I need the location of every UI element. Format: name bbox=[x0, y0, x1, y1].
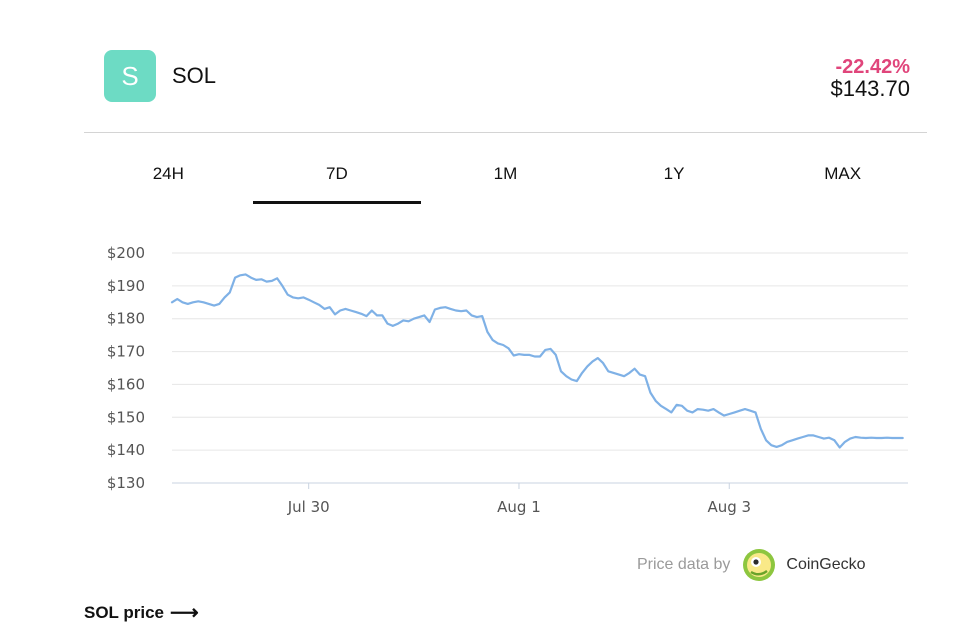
y-tick-label: $200 bbox=[107, 244, 145, 262]
sol-price-link-label: SOL price bbox=[84, 602, 164, 622]
current-price: $143.70 bbox=[830, 76, 910, 101]
tab-1y[interactable]: 1Y bbox=[663, 164, 685, 183]
price-change-percent: -22.42% bbox=[835, 56, 911, 78]
tab-24h[interactable]: 24H bbox=[152, 164, 184, 183]
tab-7d[interactable]: 7D bbox=[252, 150, 422, 204]
coin-header: S SOL -22.42% $143.70 bbox=[0, 0, 967, 133]
time-range-tabs: 24H 7D 1M 1Y MAX bbox=[84, 150, 927, 204]
x-tick-label: Aug 3 bbox=[707, 498, 751, 516]
y-tick-label: $130 bbox=[107, 474, 145, 492]
header-divider bbox=[84, 132, 927, 133]
price-attribution[interactable]: Price data by CoinGecko bbox=[637, 546, 866, 584]
coin-logo-letter: S bbox=[121, 60, 139, 91]
price-chart: $130 $140 $150 $160 $170 $180 $190 $200 Jul 30 Au… bbox=[107, 244, 908, 516]
arrow-right-icon: ⟶ bbox=[170, 602, 199, 624]
y-tick-label: $160 bbox=[107, 375, 145, 393]
y-tick-label: $140 bbox=[107, 441, 145, 459]
x-tick-label: Aug 1 bbox=[497, 498, 541, 516]
coingecko-logo-icon bbox=[743, 549, 776, 581]
y-tick-label: $180 bbox=[107, 310, 145, 328]
y-tick-label: $150 bbox=[107, 408, 145, 426]
coin-logo-icon: S bbox=[104, 50, 156, 102]
attribution-prefix: Price data by bbox=[637, 556, 731, 573]
tab-1m[interactable]: 1M bbox=[493, 164, 518, 183]
price-series-line bbox=[170, 273, 904, 449]
tab-max[interactable]: MAX bbox=[824, 164, 862, 183]
x-tick-label: Jul 30 bbox=[287, 498, 330, 516]
sol-price-link[interactable]: SOL price ⟶ bbox=[84, 600, 199, 625]
attribution-brand: CoinGecko bbox=[786, 556, 866, 573]
y-tick-label: $190 bbox=[107, 277, 145, 295]
y-tick-label: $170 bbox=[107, 343, 145, 361]
coin-name: SOL bbox=[172, 63, 217, 88]
